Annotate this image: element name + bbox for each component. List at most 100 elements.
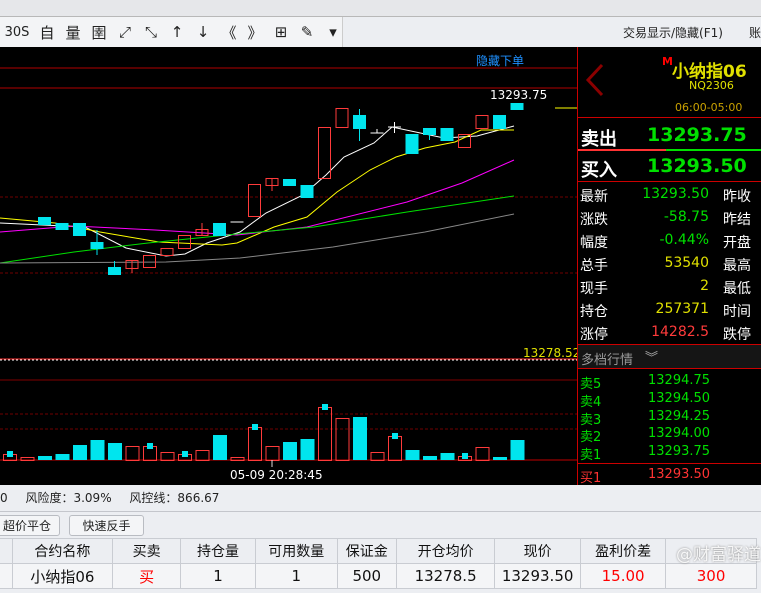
candle-up	[335, 108, 349, 128]
column-header[interactable]: 现价	[494, 538, 581, 564]
back-arrow-icon[interactable]	[584, 63, 606, 97]
column-header[interactable]: 保证金	[336, 538, 397, 564]
chart-canvas	[0, 67, 577, 467]
volume-bar-down	[405, 450, 420, 460]
column-header[interactable]: 买卖	[112, 538, 182, 564]
custom-icon[interactable]: 自	[39, 23, 55, 42]
double-chevron-down-icon[interactable]: ︾	[645, 351, 659, 366]
ask-label: 卖5	[580, 377, 602, 392]
candle-up	[178, 235, 191, 249]
ma4-line	[0, 195, 515, 264]
ma1-line	[0, 125, 515, 257]
title-bar	[0, 0, 761, 17]
quote-value: 2	[700, 278, 709, 294]
watermark: @财富驿道	[676, 545, 761, 565]
volume-bar-down	[440, 453, 455, 460]
bid1-price[interactable]: 13293.50	[648, 467, 711, 482]
column-header[interactable]: 开仓均价	[395, 538, 496, 564]
ask-price[interactable]: 13294.50	[648, 390, 711, 406]
volume-marker	[322, 404, 328, 410]
trading-session: 06:00-05:00	[675, 101, 743, 114]
column-header[interactable]: 可用数量	[254, 538, 338, 564]
header-cell	[0, 538, 13, 564]
candle-down	[38, 217, 51, 225]
account-link[interactable]: 账户	[749, 26, 761, 40]
column-header[interactable]: 合约名称	[11, 538, 114, 564]
quote-right-label: 最高	[723, 258, 751, 274]
volume-marker	[392, 433, 398, 439]
quote-label: 现手	[580, 281, 608, 297]
hide-order-button[interactable]: 隐藏下单	[476, 54, 525, 68]
volume-marker	[7, 451, 13, 457]
trade-toggle-link[interactable]: 交易显示/隐藏(F1)	[623, 26, 723, 40]
candle-up	[475, 115, 489, 129]
volume-bar-down	[55, 454, 70, 460]
grid-icon[interactable]: ⊞	[274, 23, 288, 41]
risk-degree: 风险度：3.09%	[25, 491, 112, 505]
candle-up	[143, 255, 156, 268]
position-cell: 15.00	[579, 563, 667, 589]
depth-header[interactable]: 多档行情 ︾	[578, 345, 761, 369]
volume-marker	[462, 453, 468, 459]
buy-price[interactable]: 13293.50	[647, 155, 747, 177]
ask-label: 卖4	[580, 394, 602, 410]
quote-right-label: 最低	[723, 281, 751, 297]
volume-icon[interactable]: 量	[65, 23, 81, 42]
volume-bar-up	[388, 436, 402, 461]
volume-bar-up	[230, 457, 245, 461]
position-cell: 买	[112, 563, 182, 589]
position-cell: 500	[336, 563, 397, 589]
ask-label: 卖3	[580, 412, 602, 428]
volume-bar-up	[160, 452, 175, 461]
quote-value: 53540	[664, 255, 709, 271]
risk-line: 风控线：866.67	[129, 491, 220, 505]
ask-price[interactable]: 13294.00	[648, 426, 711, 442]
contract-code: NQ2306	[689, 79, 734, 92]
position-cell: 1	[254, 563, 338, 589]
candle-down	[73, 223, 86, 236]
quote-value: 13293.50	[642, 186, 709, 202]
sell-label: 卖出	[581, 129, 617, 150]
positions-table: 合约名称 买卖 持仓量 可用数量 保证金 开仓均价 现价 盈利价差 小纳指06 买 1 1 500 13…	[0, 538, 757, 589]
more-icon[interactable]: ▾	[329, 23, 337, 41]
close-over-price-button[interactable]: 超价平仓	[0, 515, 60, 536]
down-icon[interactable]: ↓	[196, 23, 210, 41]
quick-reverse-button[interactable]: 快速反手	[69, 515, 144, 536]
column-header[interactable]: 持仓量	[180, 538, 256, 564]
next-page-icon[interactable]: 》	[247, 23, 263, 42]
ask-label: 卖2	[580, 430, 602, 446]
volume-bar-up	[370, 452, 385, 461]
quote-panel: M 小纳指06 NQ2306 06:00-05:00 卖出 13293.75 买…	[577, 47, 761, 486]
up-icon[interactable]: ↑	[170, 23, 184, 41]
candle-down	[108, 267, 121, 275]
candle-down	[55, 223, 69, 230]
quote-right-label: 开盘	[723, 235, 751, 251]
ask-price[interactable]: 13294.75	[648, 373, 711, 388]
column-header[interactable]	[665, 538, 757, 564]
account-status: 0 风险度：3.09% 风控线：866.67	[0, 489, 219, 506]
kline-chart[interactable]: 隐藏下单 13293.75 13278.52 05-09 20:28:45	[0, 47, 580, 485]
candle-up	[248, 184, 261, 217]
ma5-line	[0, 213, 515, 264]
expand-icon[interactable]: ⤢	[118, 23, 131, 41]
period-30s-icon[interactable]: 30S	[4, 24, 30, 40]
indicator-icon[interactable]: 圉	[91, 23, 107, 42]
shrink-icon[interactable]: ⤡	[144, 23, 157, 41]
ask-price[interactable]: 13294.25	[648, 408, 711, 424]
main-contract-badge: M	[662, 55, 673, 68]
column-header[interactable]: 盈利价差	[579, 538, 667, 564]
depth-title: 多档行情	[581, 353, 634, 368]
volume-bar-up	[248, 427, 262, 461]
sell-price[interactable]: 13293.75	[647, 124, 747, 146]
candle-up	[125, 260, 139, 269]
volume-bar-down	[283, 442, 297, 460]
toolbar-right: 交易显示/隐藏(F1) 账户	[343, 17, 761, 47]
ask-price[interactable]: 13293.75	[648, 444, 711, 460]
volume-bar-down	[300, 439, 315, 460]
prev-page-icon[interactable]: 《	[221, 23, 237, 42]
quote-label: 总手	[580, 258, 608, 274]
draw-icon[interactable]: ✎	[300, 23, 314, 41]
position-row[interactable]: 小纳指06 买 1 1 500 13278.5 13293.50 15.00 300	[0, 563, 757, 589]
row-cell	[0, 563, 13, 589]
position-cell: 1	[180, 563, 256, 589]
